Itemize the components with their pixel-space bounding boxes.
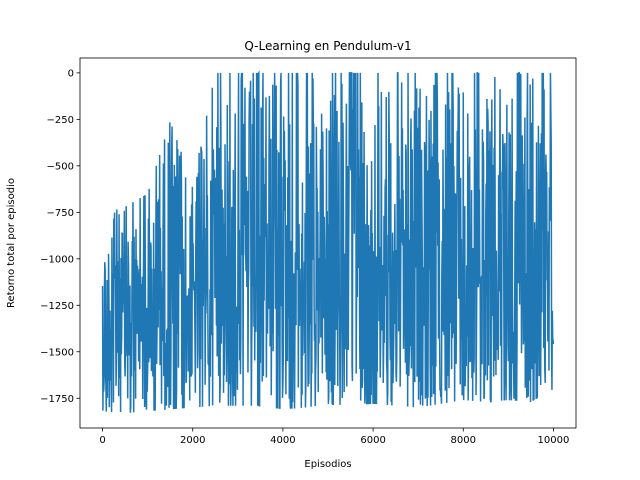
x-tick-label: 8000 — [451, 435, 476, 446]
y-tick-label: −500 — [47, 161, 74, 172]
x-tick-label: 10000 — [538, 435, 570, 446]
series-line — [101, 69, 555, 413]
x-axis-label: Episodios — [304, 459, 351, 470]
y-tick-label: 0 — [68, 68, 74, 79]
series-layer — [101, 69, 555, 413]
chart-title: Q-Learning en Pendulum-v1 — [244, 39, 411, 53]
x-tick-label: 0 — [99, 435, 105, 446]
y-tick-label: −1000 — [40, 254, 74, 265]
x-tick-label: 4000 — [270, 435, 295, 446]
y-tick-label: −250 — [47, 115, 74, 126]
x-tick-label: 6000 — [360, 435, 385, 446]
x-tick-label: 2000 — [180, 435, 205, 446]
y-tick-label: −1500 — [40, 347, 74, 358]
y-axis-label: Retorno total por episodio — [6, 178, 17, 308]
y-axis: 0 −250 −500 −750 −1000 −1250 −1500 −1750 — [40, 68, 80, 405]
y-tick-label: −1750 — [40, 394, 74, 405]
y-tick-label: −750 — [47, 208, 74, 219]
x-axis: 0 2000 4000 6000 8000 10000 — [99, 428, 569, 446]
y-tick-label: −1250 — [40, 301, 74, 312]
plot-frame — [79, 57, 577, 429]
